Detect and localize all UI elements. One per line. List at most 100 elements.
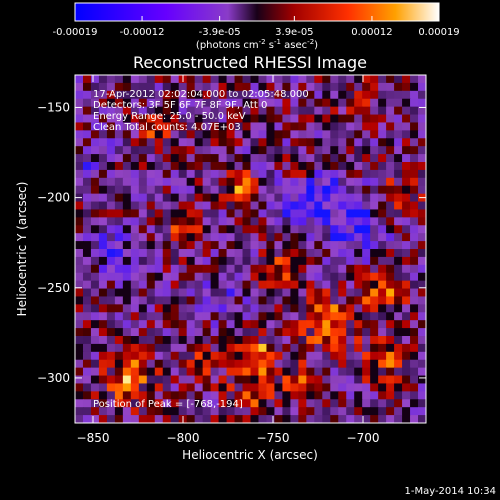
heatmap-cell xyxy=(418,407,426,416)
heatmap-cell xyxy=(98,217,108,226)
heatmap-cell xyxy=(314,233,323,242)
heatmap-cell xyxy=(122,98,132,108)
heatmap-cell xyxy=(234,75,244,84)
heatmap-cell xyxy=(418,272,426,282)
heatmap-cell xyxy=(250,296,260,305)
heatmap-cell xyxy=(170,336,180,345)
heatmap-cell xyxy=(306,351,315,361)
heatmap-cell xyxy=(106,351,116,361)
heatmap-cell xyxy=(418,249,426,258)
heatmap-cell xyxy=(394,177,403,187)
heatmap-cell xyxy=(130,217,140,226)
heatmap-cell xyxy=(98,122,108,131)
heatmap-cell xyxy=(322,296,331,305)
heatmap-cell xyxy=(402,114,411,124)
heatmap-cell xyxy=(274,169,284,179)
heatmap-cell xyxy=(378,154,387,163)
heatmap-cell xyxy=(274,359,284,369)
heatmap-cell xyxy=(338,249,347,258)
heatmap-cell xyxy=(162,367,172,377)
heatmap-cell xyxy=(162,154,172,163)
heatmap-cell xyxy=(178,399,188,408)
heatmap-cell xyxy=(346,114,355,124)
heatmap-cell xyxy=(90,233,100,242)
heatmap-cell xyxy=(154,114,164,124)
heatmap-cell xyxy=(202,359,212,369)
heatmap-cell xyxy=(194,82,204,92)
heatmap-cell xyxy=(218,359,228,369)
heatmap-cell xyxy=(306,185,315,195)
heatmap-cell xyxy=(218,106,228,116)
heatmap-cell xyxy=(346,296,355,305)
heatmap-cell xyxy=(82,336,92,345)
heatmap-cell xyxy=(266,225,276,234)
heatmap-cell xyxy=(418,154,426,163)
heatmap-cell xyxy=(170,193,180,203)
heatmap-cell xyxy=(226,256,236,266)
heatmap-cell xyxy=(210,154,220,163)
heatmap-cell xyxy=(338,225,347,234)
heatmap-cell xyxy=(242,146,252,155)
heatmap-cell xyxy=(194,415,204,423)
heatmap-cell xyxy=(75,391,84,400)
heatmap-cell xyxy=(226,391,236,400)
heatmap-cell xyxy=(170,209,180,218)
heatmap-cell xyxy=(402,375,411,385)
heatmap-cell xyxy=(154,383,164,392)
heatmap-cell xyxy=(418,162,426,171)
heatmap-cell xyxy=(154,225,164,234)
heatmap-cell xyxy=(282,177,291,187)
heatmap-cell xyxy=(106,138,116,147)
heatmap-cell xyxy=(122,193,132,203)
heatmap-cell xyxy=(250,106,260,116)
heatmap-cell xyxy=(306,217,315,226)
heatmap-cell xyxy=(282,399,291,408)
heatmap-cell xyxy=(378,407,387,416)
heatmap-cell xyxy=(226,351,236,361)
heatmap-cell xyxy=(75,90,84,100)
heatmap-cell xyxy=(210,98,220,108)
heatmap-cell xyxy=(194,407,204,416)
heatmap-cell xyxy=(266,312,276,321)
heatmap-cell xyxy=(370,288,379,298)
heatmap-cell xyxy=(130,304,140,313)
heatmap-cell xyxy=(138,415,148,423)
heatmap-cell xyxy=(130,272,140,282)
heatmap-cell xyxy=(178,154,188,163)
heatmap-cell xyxy=(298,138,307,147)
heatmap-cell xyxy=(282,225,291,234)
heatmap-cell xyxy=(82,249,92,258)
heatmap-cell xyxy=(306,288,315,298)
heatmap-cell xyxy=(122,169,132,179)
heatmap-cell xyxy=(274,375,284,385)
heatmap-cell xyxy=(322,415,331,423)
heatmap-cell xyxy=(226,320,236,329)
heatmap-cell xyxy=(226,193,236,203)
heatmap-cell xyxy=(266,367,276,377)
heatmap-cell xyxy=(418,146,426,155)
heatmap-cell xyxy=(314,209,323,218)
heatmap-cell xyxy=(226,225,236,234)
annotation-peak: Position of Peak = [-768,-194] xyxy=(93,399,243,410)
heatmap-cell xyxy=(378,185,387,195)
heatmap-cell xyxy=(186,122,196,131)
heatmap-cell xyxy=(338,296,347,305)
heatmap-cell xyxy=(114,264,124,274)
heatmap-cell xyxy=(122,280,132,290)
heatmap-cell xyxy=(250,193,260,203)
heatmap-cell xyxy=(346,407,355,416)
heatmap-cell xyxy=(322,154,331,163)
heatmap-cell xyxy=(162,225,172,234)
heatmap-cell xyxy=(402,241,411,250)
heatmap-cell xyxy=(402,177,411,187)
heatmap-cell xyxy=(146,177,156,187)
heatmap-cell xyxy=(266,201,276,211)
heatmap-cell xyxy=(226,169,236,179)
heatmap-cell xyxy=(394,241,403,250)
heatmap-cell xyxy=(138,90,148,100)
heatmap-cell xyxy=(266,343,276,353)
heatmap-cell xyxy=(274,343,284,353)
heatmap-cell xyxy=(75,122,84,131)
heatmap-cell xyxy=(354,209,363,218)
heatmap-cell xyxy=(178,391,188,400)
